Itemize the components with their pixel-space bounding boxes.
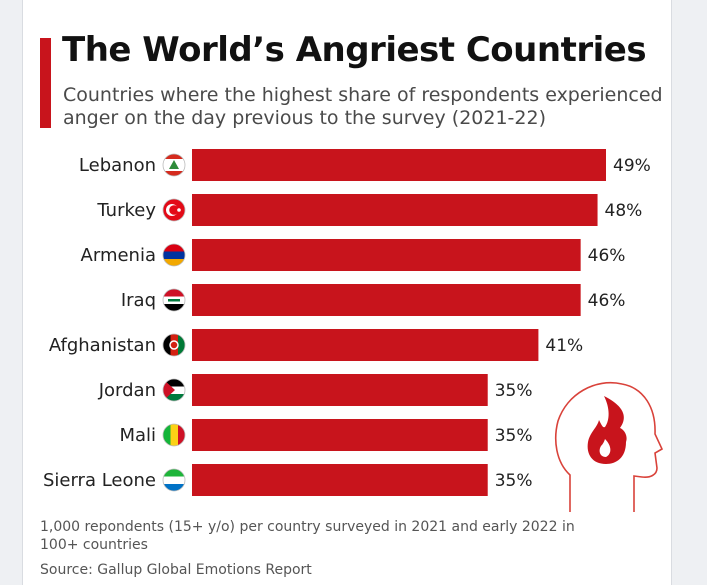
value-label-iraq: 46% bbox=[588, 291, 626, 311]
category-label-sierra-leone: Sierra Leone bbox=[43, 470, 156, 491]
bar-jordan bbox=[192, 374, 488, 406]
title-accent-bar bbox=[40, 38, 51, 128]
bar-turkey bbox=[192, 194, 598, 226]
value-label-jordan: 35% bbox=[495, 381, 533, 401]
value-label-lebanon: 49% bbox=[613, 156, 651, 176]
category-label-jordan: Jordan bbox=[98, 380, 156, 401]
chart-title: The World’s Angriest Countries bbox=[62, 30, 647, 70]
afghanistan-flag-icon bbox=[162, 333, 186, 357]
armenia-flag-icon bbox=[162, 243, 186, 267]
category-label-afghanistan: Afghanistan bbox=[49, 335, 156, 356]
angry-head-flame-icon bbox=[554, 382, 664, 512]
bar-afghanistan bbox=[192, 329, 539, 361]
value-label-armenia: 46% bbox=[588, 246, 626, 266]
bar-armenia bbox=[192, 239, 581, 271]
category-label-lebanon: Lebanon bbox=[79, 155, 156, 176]
category-label-mali: Mali bbox=[119, 425, 156, 446]
chart-subtitle: Countries where the highest share of res… bbox=[63, 84, 663, 129]
value-label-afghanistan: 41% bbox=[545, 336, 583, 356]
bar-sierra-leone bbox=[192, 464, 488, 496]
category-label-turkey: Turkey bbox=[96, 200, 156, 221]
sierra-leone-flag-icon bbox=[162, 468, 186, 492]
value-label-mali: 35% bbox=[495, 426, 533, 446]
source-note: Source: Gallup Global Emotions Report bbox=[40, 562, 312, 578]
iraq-flag-icon bbox=[162, 288, 186, 312]
footnote: 1,000 repondents (15+ y/o) per country s… bbox=[40, 519, 575, 553]
jordan-flag-icon bbox=[162, 378, 186, 402]
lebanon-flag-icon bbox=[162, 153, 186, 177]
turkey-flag-icon bbox=[162, 198, 186, 222]
category-label-armenia: Armenia bbox=[81, 245, 156, 266]
bar-iraq bbox=[192, 284, 581, 316]
value-label-sierra-leone: 35% bbox=[495, 471, 533, 491]
bars-group: Lebanon 49% Turkey 48% Armenia 46% Iraq 46% Afgh… bbox=[43, 149, 651, 496]
mali-flag-icon bbox=[162, 423, 186, 447]
value-label-turkey: 48% bbox=[605, 201, 643, 221]
bar-mali bbox=[192, 419, 488, 451]
category-label-iraq: Iraq bbox=[121, 290, 156, 311]
bar-lebanon bbox=[192, 149, 606, 181]
